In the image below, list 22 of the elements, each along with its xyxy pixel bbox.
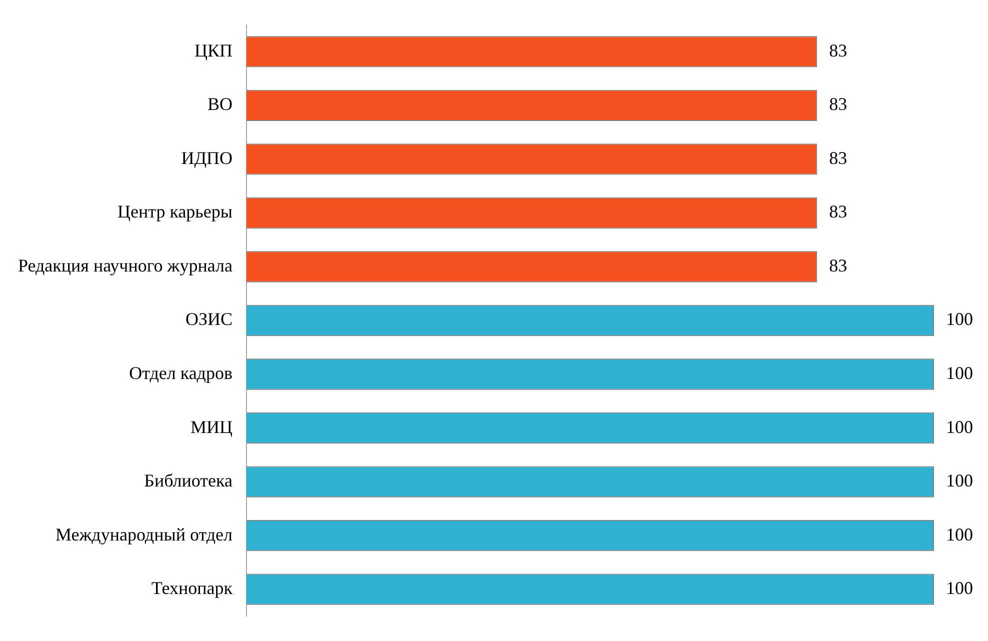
- y-tick-label: Центр карьеры: [118, 202, 232, 222]
- y-tick-label: Отдел кадров: [129, 363, 232, 383]
- data-label: 100: [946, 524, 973, 544]
- y-tick-label: МИЦ: [190, 416, 232, 437]
- y-tick-label: ЦКП: [194, 40, 232, 60]
- data-label: 83: [829, 94, 848, 114]
- y-tick-label: Технопарк: [151, 578, 233, 598]
- y-tick-label: Библиотека: [144, 470, 232, 491]
- data-label: 83: [829, 255, 848, 276]
- data-label: 100: [946, 416, 973, 437]
- y-tick-label: Редакция научного журнала: [18, 255, 232, 276]
- data-label: 83: [829, 202, 848, 222]
- y-tick-label: ВО: [207, 94, 232, 114]
- y-tick-label: ИДПО: [181, 148, 232, 168]
- y-tick-label: Международный отдел: [55, 524, 232, 544]
- data-label: 100: [946, 309, 973, 330]
- data-label: 100: [946, 578, 973, 598]
- data-label: 100: [946, 470, 973, 491]
- data-label: 83: [829, 148, 848, 168]
- data-label: 83: [829, 40, 848, 60]
- y-tick-label: ОЗИС: [185, 309, 232, 330]
- data-label: 100: [946, 363, 973, 383]
